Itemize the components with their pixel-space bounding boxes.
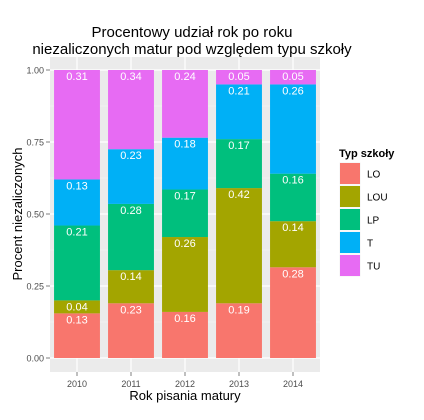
bar-segment-tu-2010 [54, 70, 100, 180]
x-tick-label: 2010 [67, 379, 87, 389]
data-label: 0.42 [228, 189, 249, 201]
bars [54, 70, 316, 358]
legend-swatch-lo [340, 163, 360, 184]
bar-segment-lp-2010 [54, 225, 100, 301]
data-label: 0.21 [228, 85, 249, 97]
bar-segment-lp-2011 [108, 203, 154, 271]
data-label: 0.14 [120, 271, 141, 283]
bar-segment-lo-2012 [162, 311, 208, 358]
legend-label-t: T [367, 239, 373, 250]
legend-title: Typ szkoły [339, 148, 395, 160]
legend-label-lo: LO [367, 170, 381, 181]
data-label: 0.19 [228, 304, 249, 316]
data-label: 0.34 [120, 71, 141, 83]
bar-segment-lou-2011 [108, 270, 154, 304]
y-axis-label: Procent niezaliczonych [10, 148, 25, 281]
bar-segment-lo-2014 [270, 267, 316, 358]
data-label: 0.31 [66, 71, 87, 83]
bar-segment-lp-2012 [162, 189, 208, 238]
x-axis-label: Rok pisania matury [129, 388, 241, 403]
data-label: 0.23 [120, 304, 141, 316]
bar-segment-lp-2013 [216, 139, 262, 189]
bar-segment-t-2013 [216, 84, 262, 140]
data-label: 0.26 [174, 238, 195, 250]
bar-segment-lou-2010 [54, 300, 100, 314]
chart-title-line-1: Procentowy udział rok po roku [92, 24, 293, 41]
bar-segment-lo-2010 [54, 313, 100, 358]
x-tick-label: 2012 [175, 379, 195, 389]
data-label: 0.05 [228, 71, 249, 83]
data-label: 0.16 [282, 175, 303, 187]
chart-title: Procentowy udział rok po roku niezaliczo… [32, 24, 352, 58]
x-axis: 2010 2011 2012 2013 2014 [67, 372, 303, 389]
legend-label-tu: TU [367, 262, 380, 273]
data-label: 0.23 [120, 150, 141, 162]
bar-segment-t-2011 [108, 149, 154, 204]
y-tick-label: 1.00 [26, 66, 44, 76]
bar-segment-t-2012 [162, 137, 208, 190]
legend-swatch-t [340, 232, 360, 253]
legend-swatch-tu [340, 255, 360, 276]
x-tick-label: 2014 [283, 379, 303, 389]
data-label: 0.21 [66, 227, 87, 239]
data-label: 0.05 [282, 71, 303, 83]
bar-segment-lou-2012 [162, 237, 208, 312]
data-label: 0.28 [120, 205, 141, 217]
data-label: 0.04 [66, 301, 87, 313]
y-axis: 0.00 0.25 0.50 0.75 1.00 [26, 66, 50, 364]
bar-segment-t-2014 [270, 84, 316, 174]
data-label: 0.13 [66, 314, 87, 326]
bar-labels: 0.130.040.210.130.310.230.140.280.230.34… [66, 71, 303, 326]
bar-segment-tu-2013 [216, 70, 262, 85]
y-tick-label: 0.00 [26, 354, 44, 364]
bar-segment-lou-2013 [216, 188, 262, 304]
chart-title-line-2: niezaliczonych matur pod względem typu s… [32, 41, 352, 58]
data-label: 0.28 [282, 268, 303, 280]
y-tick-label: 0.25 [26, 282, 44, 292]
bar-segment-lou-2014 [270, 221, 316, 268]
bar-segment-t-2010 [54, 179, 100, 226]
bar-segment-lo-2011 [108, 303, 154, 358]
data-label: 0.13 [66, 180, 87, 192]
data-label: 0.17 [174, 191, 195, 203]
bar-segment-tu-2011 [108, 70, 154, 150]
data-label: 0.24 [174, 71, 195, 83]
x-tick-label: 2011 [121, 379, 140, 389]
data-label: 0.26 [282, 85, 303, 97]
legend-swatch-lp [340, 209, 360, 230]
data-label: 0.18 [174, 139, 195, 151]
bar-segment-tu-2012 [162, 70, 208, 138]
legend-swatch-lou [340, 186, 360, 207]
bar-segment-tu-2014 [270, 70, 316, 85]
x-tick-label: 2013 [229, 379, 249, 389]
bar-segment-lo-2013 [216, 303, 262, 358]
legend-label-lou: LOU [367, 193, 388, 204]
data-label: 0.16 [174, 313, 195, 325]
legend-label-lp: LP [367, 216, 380, 227]
bar-segment-lp-2014 [270, 173, 316, 222]
y-tick-label: 0.50 [26, 210, 44, 220]
data-label: 0.17 [228, 140, 249, 152]
data-label: 0.14 [282, 222, 303, 234]
legend: Typ szkoły LO LOU LP T TU [338, 148, 395, 278]
y-tick-label: 0.75 [26, 138, 44, 148]
